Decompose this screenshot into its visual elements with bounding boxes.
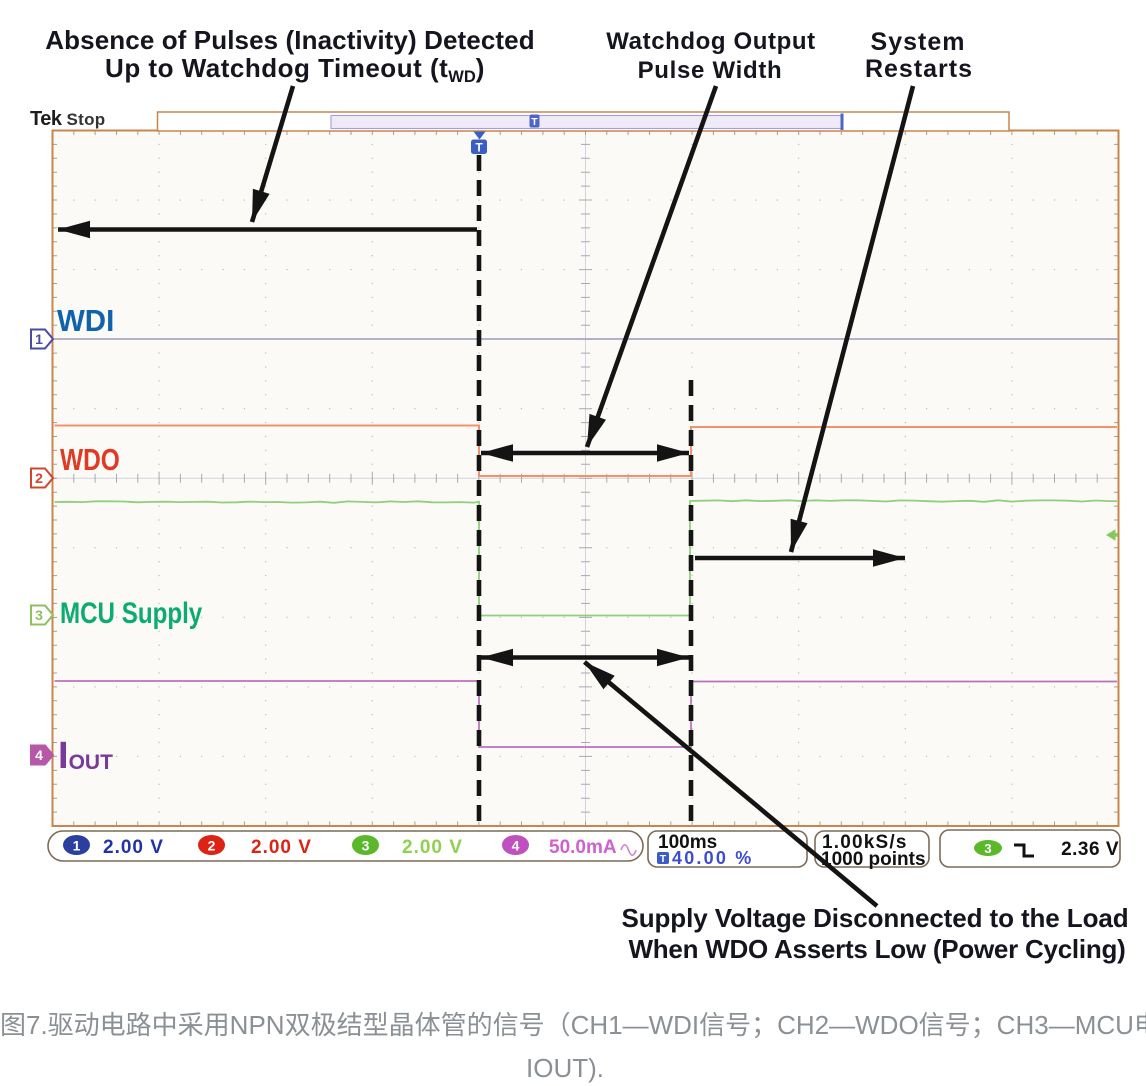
svg-text:2: 2 (35, 470, 43, 486)
svg-text:1000 points: 1000 points (821, 849, 926, 870)
svg-text:40.00 %: 40.00 % (672, 848, 753, 868)
svg-text:T: T (660, 853, 667, 865)
svg-text:100ms: 100ms (658, 832, 717, 853)
svg-text:3: 3 (984, 841, 991, 856)
svg-text:4: 4 (35, 747, 43, 763)
svg-text:3: 3 (362, 838, 370, 854)
svg-text:1: 1 (35, 331, 43, 347)
svg-text:2.00 V: 2.00 V (103, 837, 164, 858)
svg-text:1.00kS/s: 1.00kS/s (822, 832, 908, 853)
svg-text:2.00 V: 2.00 V (251, 837, 312, 858)
svg-text:2: 2 (208, 838, 216, 854)
svg-text:3: 3 (35, 607, 43, 623)
svg-text:T: T (531, 116, 538, 128)
svg-text:1: 1 (73, 838, 81, 854)
svg-text:T: T (475, 141, 483, 155)
svg-text:4: 4 (512, 838, 520, 854)
svg-text:2.00 V: 2.00 V (402, 837, 463, 858)
svg-text:50.0mA: 50.0mA (549, 837, 617, 858)
svg-text:2.36 V: 2.36 V (1061, 839, 1119, 860)
